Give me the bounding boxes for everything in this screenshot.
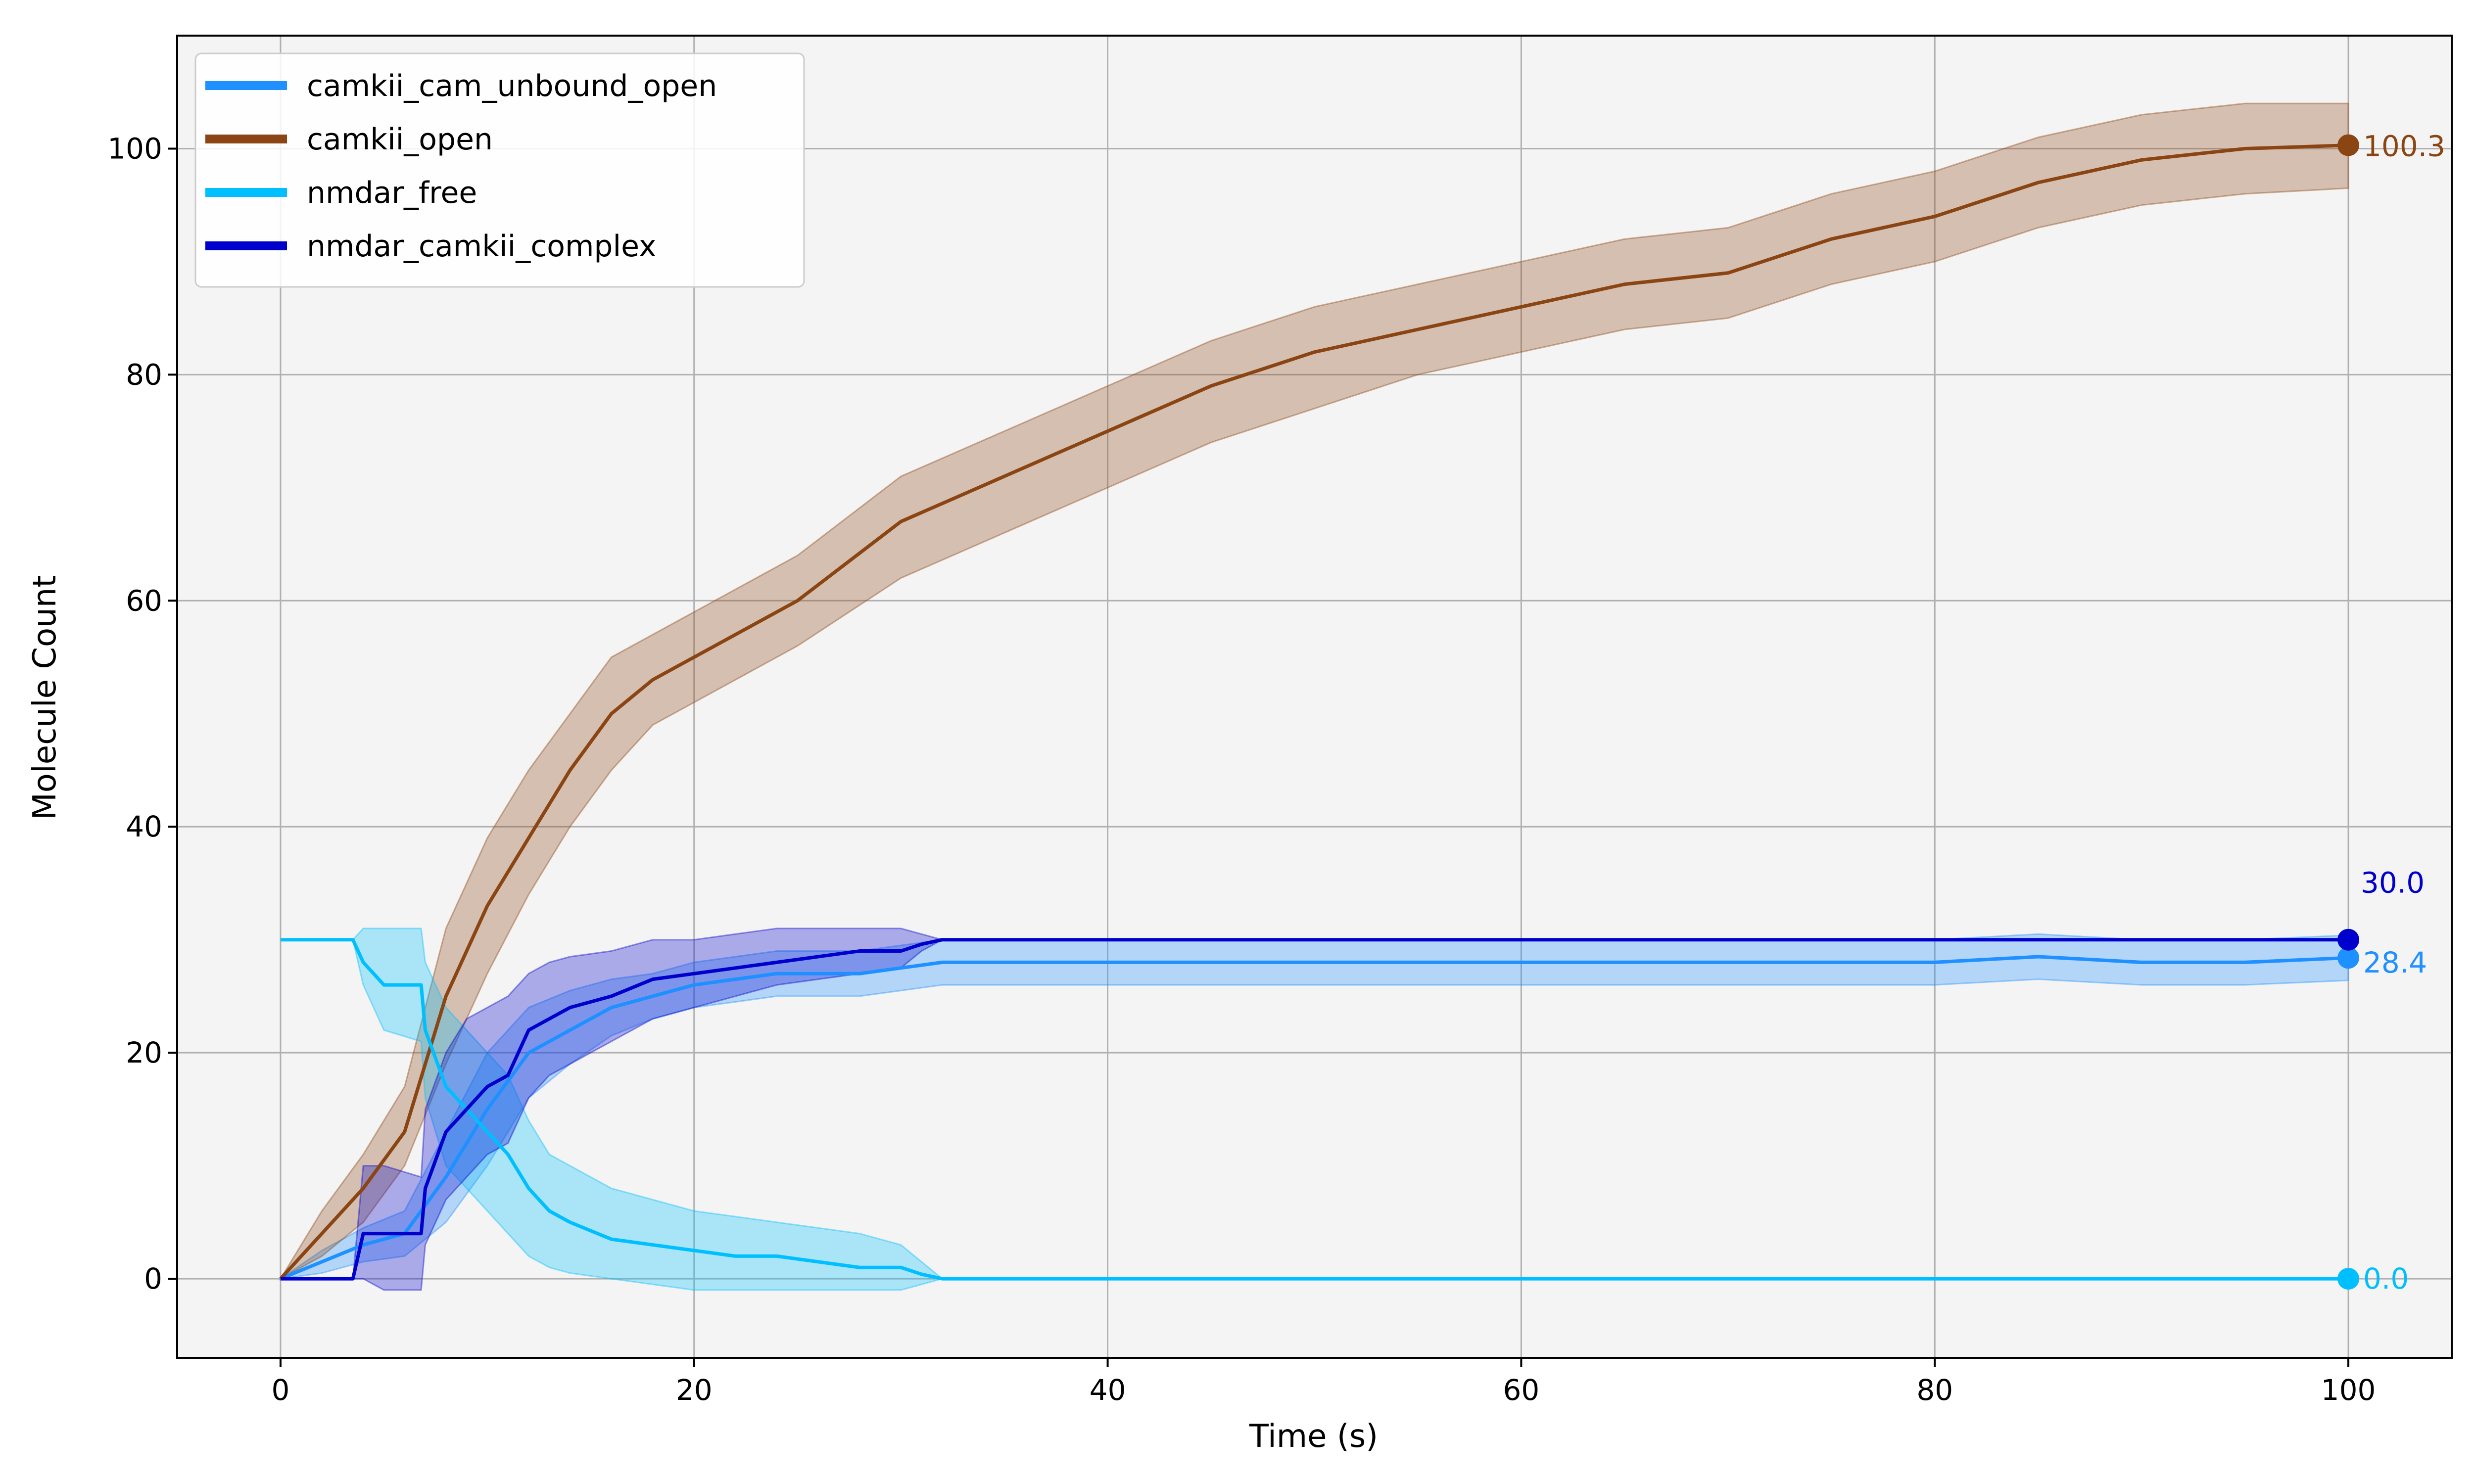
- confidence-band: [280, 928, 2349, 1291]
- x-axis-label: Time (s): [1249, 1418, 1378, 1455]
- final-value-marker: [2337, 947, 2360, 969]
- legend-label: camkii_cam_unbound_open: [307, 69, 717, 103]
- final-value-label: 28.4: [2363, 946, 2427, 979]
- final-value-marker: [2337, 928, 2360, 951]
- legend: camkii_cam_unbound_open camkii_open nmdar_…: [194, 52, 805, 288]
- series-line: [280, 938, 2349, 1281]
- final-value-label: 30.0: [2361, 866, 2425, 900]
- legend-label: nmdar_camkii_complex: [307, 229, 657, 264]
- x-tick-label: 40: [1090, 1373, 1126, 1407]
- final-value-label: 100.3: [2363, 130, 2445, 163]
- y-tick-label: 60: [126, 584, 162, 617]
- x-tick-label: 100: [2321, 1373, 2376, 1407]
- x-tick-label: 20: [676, 1373, 713, 1407]
- y-tick-label: 20: [126, 1036, 162, 1069]
- y-tick-label: 40: [126, 810, 162, 843]
- y-tick-label: 80: [126, 358, 162, 391]
- x-tick-label: 80: [1916, 1373, 1953, 1407]
- y-tick-label: 0: [144, 1262, 162, 1296]
- legend-label: nmdar_free: [307, 176, 477, 210]
- series-line: [279, 143, 2349, 1280]
- axes-frame: [176, 35, 2453, 1359]
- legend-box: [194, 52, 805, 288]
- final-value-label: 0.0: [2363, 1262, 2409, 1296]
- final-value-marker: [2337, 134, 2360, 156]
- final-value-marker: [2337, 1268, 2360, 1290]
- x-tick-label: 0: [272, 1373, 290, 1407]
- series-line: [280, 938, 2349, 1281]
- x-tick-label: 60: [1503, 1373, 1540, 1407]
- y-tick-label: 100: [107, 132, 162, 165]
- legend-label: camkii_open: [307, 122, 493, 157]
- series-line: [280, 955, 2349, 1281]
- y-axis-label: Molecule Count: [27, 575, 63, 820]
